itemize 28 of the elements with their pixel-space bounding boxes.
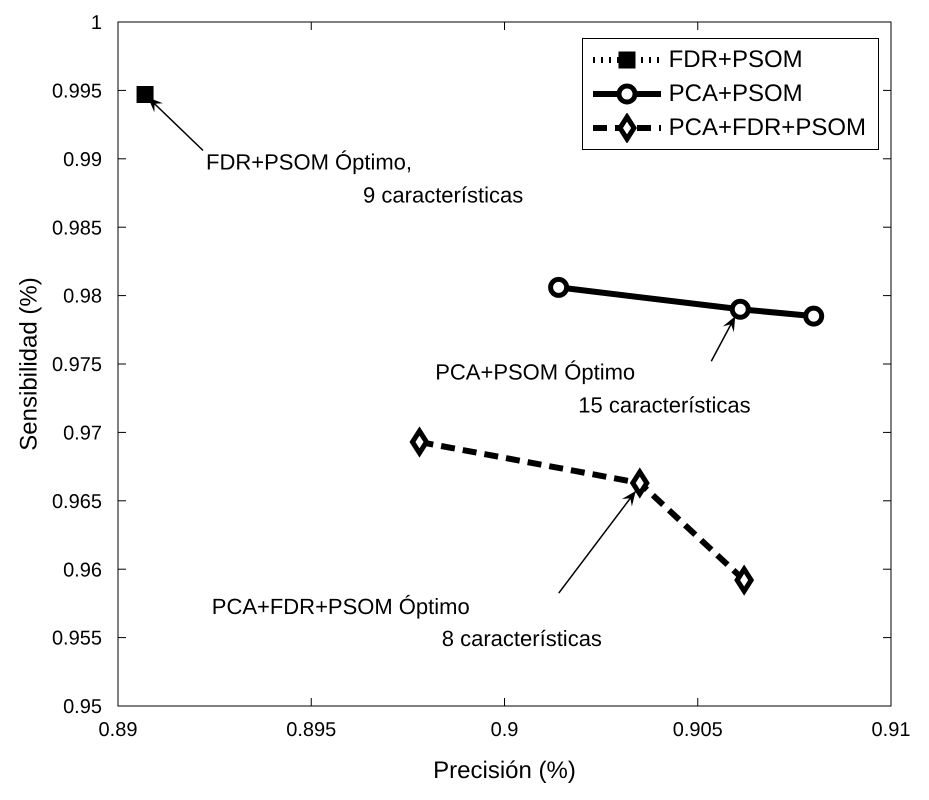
x-tick-label: 0.895 — [286, 719, 336, 742]
y-axis-title: Sensibilidad (%) — [16, 277, 43, 451]
y-tick-label: 0.97 — [63, 422, 102, 444]
y-tick-label: 0.995 — [52, 80, 102, 102]
x-tick-label: 0.9 — [490, 719, 518, 742]
annotation: FDR+PSOM Óptimo, 9 características — [206, 150, 524, 208]
point — [136, 86, 154, 104]
point — [803, 306, 824, 327]
y-tick-label: 0.98 — [63, 286, 102, 308]
y-tick-label: 1 — [90, 12, 102, 34]
point — [548, 276, 570, 298]
annotation: PCA+FDR+PSOM Óptimo 8 características — [212, 594, 602, 652]
x-tick-label: 0.905 — [672, 719, 723, 742]
y-tick-label: 0.99 — [63, 148, 102, 171]
y-tick-label: 0.975 — [52, 354, 102, 376]
x-tick-label: 0.91 — [872, 719, 910, 742]
legend-label: PCA+PSOM — [668, 80, 803, 108]
x-axis-title: Precisión (%) — [433, 757, 576, 784]
y-tick-label: 0.95 — [63, 696, 102, 718]
legend-label: FDR+PSOM — [668, 46, 803, 74]
y-tick-label: 0.96 — [63, 559, 102, 582]
point — [730, 298, 751, 320]
x-tick-label: 0.89 — [98, 719, 138, 742]
y-tick-label: 0.955 — [52, 628, 102, 650]
annotation: PCA+PSOM Óptimo 15 características — [435, 359, 751, 418]
y-tick-label: 0.985 — [52, 217, 102, 240]
legend-label: PCA+FDR+PSOM — [668, 114, 866, 142]
y-tick-label: 0.965 — [52, 490, 102, 513]
